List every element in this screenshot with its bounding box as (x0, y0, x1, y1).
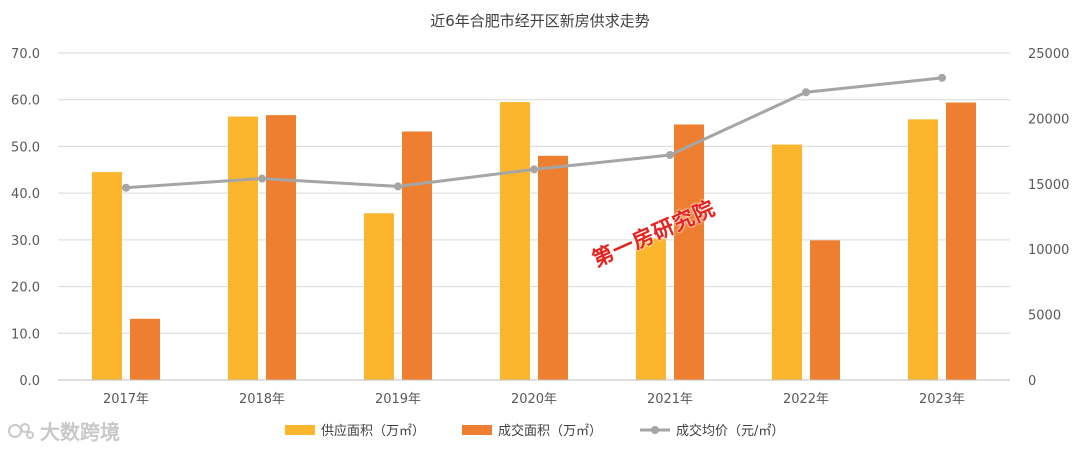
price-point (938, 73, 946, 82)
y-right-tick-label: 0 (1028, 374, 1036, 389)
y-right-tick-label: 20000 (1028, 112, 1069, 127)
legend-label: 成交面积（万㎡） (498, 423, 602, 439)
y-left-tick-label: 10.0 (11, 327, 40, 342)
bar-deal (810, 240, 840, 380)
y-left-tick-label: 20.0 (11, 281, 40, 296)
bar-supply (228, 116, 258, 380)
brand-logo-icon (8, 422, 34, 439)
y-right-tick-label: 10000 (1028, 243, 1069, 258)
x-tick-label: 2022年 (783, 392, 829, 407)
y-left-tick-label: 0.0 (19, 374, 40, 389)
legend-swatch (285, 425, 315, 435)
x-tick-label: 2018年 (239, 392, 285, 407)
watermark: 大数跨境 (8, 416, 120, 445)
legend-label: 成交均价（元/㎡） (676, 423, 784, 439)
x-tick-label: 2019年 (375, 392, 421, 407)
x-tick-label: 2020年 (511, 392, 557, 407)
bar-supply (908, 119, 938, 380)
price-point (666, 151, 674, 160)
y-right-tick-label: 5000 (1028, 309, 1061, 324)
bar-deal (674, 124, 704, 380)
bar-deal (266, 115, 296, 380)
y-right-tick-label: 15000 (1028, 178, 1069, 193)
chart-title: 近6年合肥市经开区新房供求走势 (430, 12, 650, 30)
y-left-tick-label: 50.0 (11, 140, 40, 155)
x-tick-label: 2023年 (919, 392, 965, 407)
price-point (802, 88, 810, 97)
legend-label: 供应面积（万㎡） (321, 423, 425, 439)
bar-deal (946, 102, 976, 380)
watermark-text: 大数跨境 (40, 420, 120, 444)
bar-supply (364, 213, 394, 380)
bar-supply (500, 102, 530, 381)
bar-deal (130, 318, 160, 380)
x-tick-label: 2017年 (103, 392, 149, 407)
price-point (530, 165, 538, 174)
x-tick-label: 2021年 (647, 392, 693, 407)
bar-supply (92, 172, 122, 380)
y-right-tick-label: 25000 (1028, 47, 1069, 62)
legend-swatch-marker (651, 426, 659, 434)
y-left-tick-label: 70.0 (11, 47, 40, 62)
y-left-tick-label: 60.0 (11, 94, 40, 109)
price-point (122, 183, 130, 192)
bar-supply (772, 144, 802, 380)
bar-deal (402, 131, 432, 380)
y-left-tick-label: 30.0 (11, 234, 40, 249)
legend-swatch (462, 425, 492, 435)
price-point (394, 182, 402, 191)
y-left-tick-label: 40.0 (11, 187, 40, 202)
bar-deal (538, 155, 568, 380)
price-point (258, 174, 266, 183)
bar-supply (636, 238, 666, 380)
